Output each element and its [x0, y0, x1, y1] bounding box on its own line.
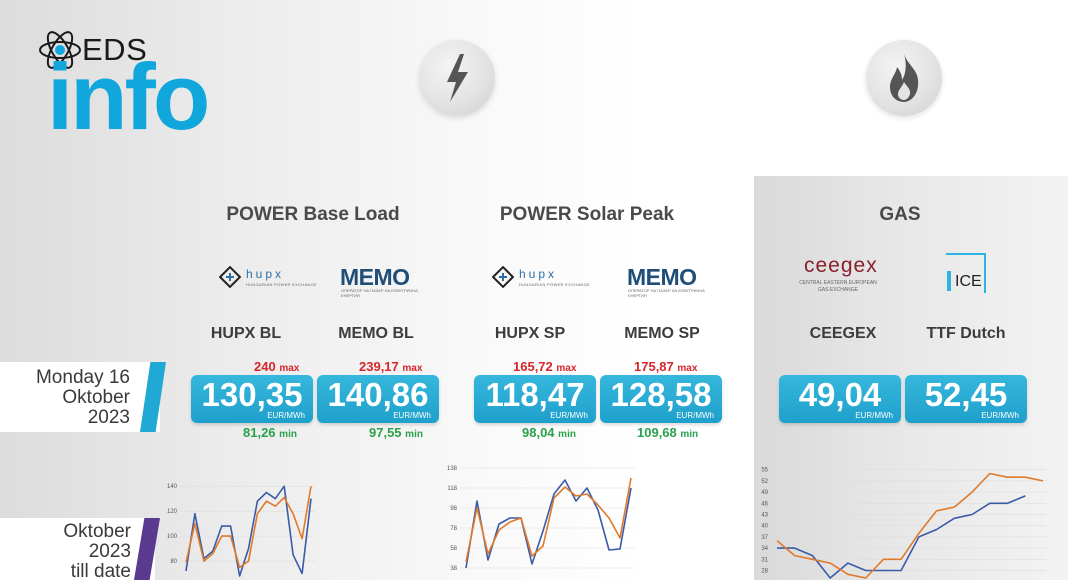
market-name: MEMO SP — [624, 325, 700, 342]
y-tick-label: 58 — [450, 546, 457, 552]
hupx-text: hupx — [519, 267, 558, 281]
max-value: 239,17 max — [359, 359, 423, 374]
max-value: 240 max — [254, 359, 300, 374]
max-value: 175,87 max — [634, 359, 698, 374]
y-tick-label: 31 — [761, 557, 768, 563]
hupx-mark-icon — [492, 266, 514, 288]
chart-gas: 28 31 34 37 40 43 46 49 52 55 — [761, 468, 1047, 579]
price-box-ceegex: 49,04 EUR/MWh — [779, 375, 901, 423]
hupx-mark-icon — [219, 266, 241, 288]
market-name: MEMO BL — [338, 325, 414, 342]
y-tick-label: 40 — [761, 524, 768, 530]
market-name: HUPX SP — [494, 325, 566, 342]
price-box-memo-bl: 140,86 EUR/MWh — [317, 375, 439, 423]
price-unit: EUR/MWh — [676, 411, 714, 420]
series-line-0 — [777, 495, 1026, 579]
y-tick-label: 138 — [447, 466, 458, 472]
hupx-logo: hupx HUNGARIAN POWER EXCHANGE — [492, 265, 592, 295]
price-unit: EUR/MWh — [393, 411, 431, 420]
daily-date-line-2: Oktober — [62, 387, 130, 408]
chart-base-load: 6080100120140 — [167, 484, 315, 577]
y-tick-label: 38 — [450, 566, 457, 572]
price-box-ttf: 52,45 EUR/MWh — [905, 375, 1027, 423]
y-tick-label: 37 — [761, 535, 768, 541]
daily-date-line-3: 2023 — [87, 407, 130, 428]
y-tick-label: 78 — [450, 526, 457, 532]
memo-subtitle: ОПЕРАТОР НА ПАЗАР НА ЕЛЕКТРИЧНА ЕНЕРГИЯ — [341, 288, 418, 298]
memo-logo: MEMO ОПЕРАТОР НА ПАЗАР НА ЕЛЕКТРИЧНА ЕНЕ… — [340, 264, 424, 298]
price-unit: EUR/MWh — [855, 411, 893, 420]
memo-text: MEMO — [340, 264, 410, 290]
y-tick-label: 28 — [761, 569, 768, 575]
series-line-1 — [185, 486, 312, 569]
logo-eds: EDS — [82, 32, 148, 67]
y-tick-label: 55 — [761, 468, 768, 474]
daily-date-label: Monday 16 Oktober 2023 — [0, 362, 160, 432]
min-value: 109,68 min — [637, 425, 699, 440]
hupx-subtitle: HUNGARIAN POWER EXCHANGE — [519, 282, 590, 287]
min-value: 81,26 min — [243, 425, 297, 440]
price-value: 140,86 — [327, 376, 429, 413]
monthly-date-line-3: till date — [70, 561, 131, 580]
section-power-solar-peak: POWER Solar Peak — [499, 204, 675, 225]
market-name: TTF Dutch — [926, 325, 1006, 342]
atom-icon — [39, 31, 81, 69]
price-value: 52,45 — [924, 376, 1008, 413]
monthly-date-line-2: 2023 — [88, 541, 131, 562]
y-tick-label: 80 — [170, 559, 177, 565]
y-tick-label: 49 — [761, 490, 768, 496]
chart-solar-peak: 38 58 78 98 118 138 — [447, 466, 635, 572]
ceegex-subtitle-2: GAS EXCHANGE — [817, 287, 858, 293]
memo-text: MEMO — [627, 264, 697, 290]
hupx-logo: hupx HUNGARIAN POWER EXCHANGE — [219, 265, 319, 295]
ceegex-subtitle-1: CENTRAL EASTERN EUROPEAN — [799, 280, 877, 286]
memo-logo: MEMO ОПЕРАТОР НА ПАЗАР НА ЕЛЕКТРИЧНА ЕНЕ… — [627, 264, 711, 298]
max-value: 165,72 max — [513, 359, 577, 374]
daily-date-line-1: Monday 16 — [35, 367, 130, 388]
section-gas: GAS — [879, 204, 921, 225]
min-value: 97,55 min — [369, 425, 423, 440]
monthly-date-label: Oktober 2023 till date — [0, 518, 155, 580]
y-tick-label: 98 — [450, 506, 457, 512]
price-unit: EUR/MWh — [981, 411, 1019, 420]
price-box-hupx-sp: 118,47 EUR/MWh — [474, 375, 596, 423]
price-box-hupx-bl: 130,35 EUR/MWh — [191, 375, 313, 423]
hupx-subtitle: HUNGARIAN POWER EXCHANGE — [246, 282, 317, 287]
logo-info: info — [47, 44, 210, 149]
price-box-memo-sp: 128,58 EUR/MWh — [600, 375, 722, 423]
price-unit: EUR/MWh — [550, 411, 588, 420]
memo-subtitle: ОПЕРАТОР НА ПАЗАР НА ЕЛЕКТРИЧНА ЕНЕРГИЯ — [628, 288, 705, 298]
ice-text: ICE — [955, 273, 982, 290]
y-tick-label: 43 — [761, 513, 768, 519]
ice-frame-icon — [946, 253, 986, 293]
market-name: CEEGEX — [809, 325, 877, 342]
y-tick-label: 46 — [761, 501, 768, 507]
price-value: 49,04 — [798, 376, 882, 413]
flame-icon — [866, 40, 942, 116]
y-tick-label: 52 — [761, 479, 768, 485]
hupx-text: hupx — [246, 267, 285, 281]
y-tick-label: 34 — [761, 546, 768, 552]
y-tick-label: 100 — [167, 534, 178, 540]
market-name: HUPX BL — [210, 325, 282, 342]
section-power-base-load: POWER Base Load — [226, 204, 400, 225]
y-tick-label: 118 — [447, 486, 457, 492]
ceegex-logo: ceegex CENTRAL EASTERN EUROPEAN GAS EXCH… — [788, 254, 888, 298]
monthly-date-line-1: Oktober — [63, 521, 131, 542]
ceegex-text: ceegex — [804, 254, 878, 277]
price-value: 128,58 — [610, 376, 712, 413]
lightning-icon — [419, 40, 495, 116]
price-value: 130,35 — [201, 376, 303, 413]
y-tick-label: 120 — [167, 509, 178, 515]
series-line-1 — [465, 477, 632, 563]
min-value: 98,04 min — [522, 425, 576, 440]
price-unit: EUR/MWh — [267, 411, 305, 420]
price-value: 118,47 — [485, 376, 585, 413]
series-line-1 — [776, 472, 1044, 579]
y-tick-label: 140 — [167, 484, 178, 490]
series-line-0 — [185, 485, 312, 577]
ice-bar-icon — [947, 271, 951, 291]
ice-logo: ICE — [944, 251, 990, 295]
